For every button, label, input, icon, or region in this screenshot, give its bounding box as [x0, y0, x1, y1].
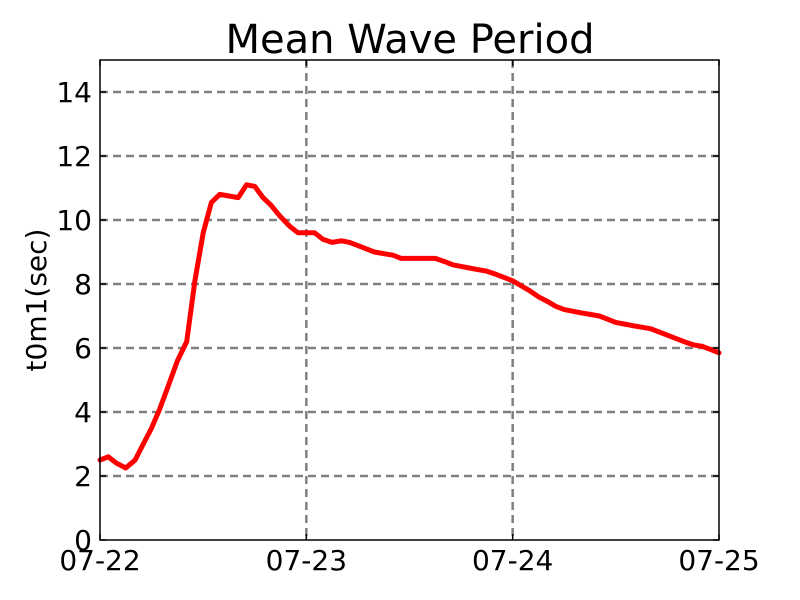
- y-tick-labels: 0 2 4 6 8 10 12 14: [56, 76, 92, 557]
- y-tick-label: 8: [74, 268, 92, 301]
- series-line: [97, 182, 722, 471]
- x-tick-label: 07-25: [678, 544, 759, 577]
- x-tick-label: 07-22: [59, 544, 140, 577]
- y-tick-label: 6: [74, 332, 92, 365]
- y-tick-label: 12: [56, 140, 92, 173]
- plot-frame: [99, 59, 720, 541]
- axis-ticks: [99, 60, 720, 541]
- plot-series: [97, 182, 722, 471]
- chart-title: Mean Wave Period: [226, 17, 595, 63]
- y-axis-label: t0m1(sec): [20, 229, 53, 372]
- y-tick-label: 4: [74, 396, 92, 429]
- x-tick-label: 07-24: [472, 544, 553, 577]
- y-tick-label: 10: [56, 204, 92, 237]
- y-tick-label: 14: [56, 76, 92, 109]
- y-tick-label: 2: [74, 460, 92, 493]
- x-tick-label: 07-23: [266, 544, 347, 577]
- grid: [100, 60, 719, 540]
- x-tick-labels: 07-22 07-23 07-24 07-25: [59, 544, 759, 577]
- y-tick-label: 0: [74, 524, 92, 557]
